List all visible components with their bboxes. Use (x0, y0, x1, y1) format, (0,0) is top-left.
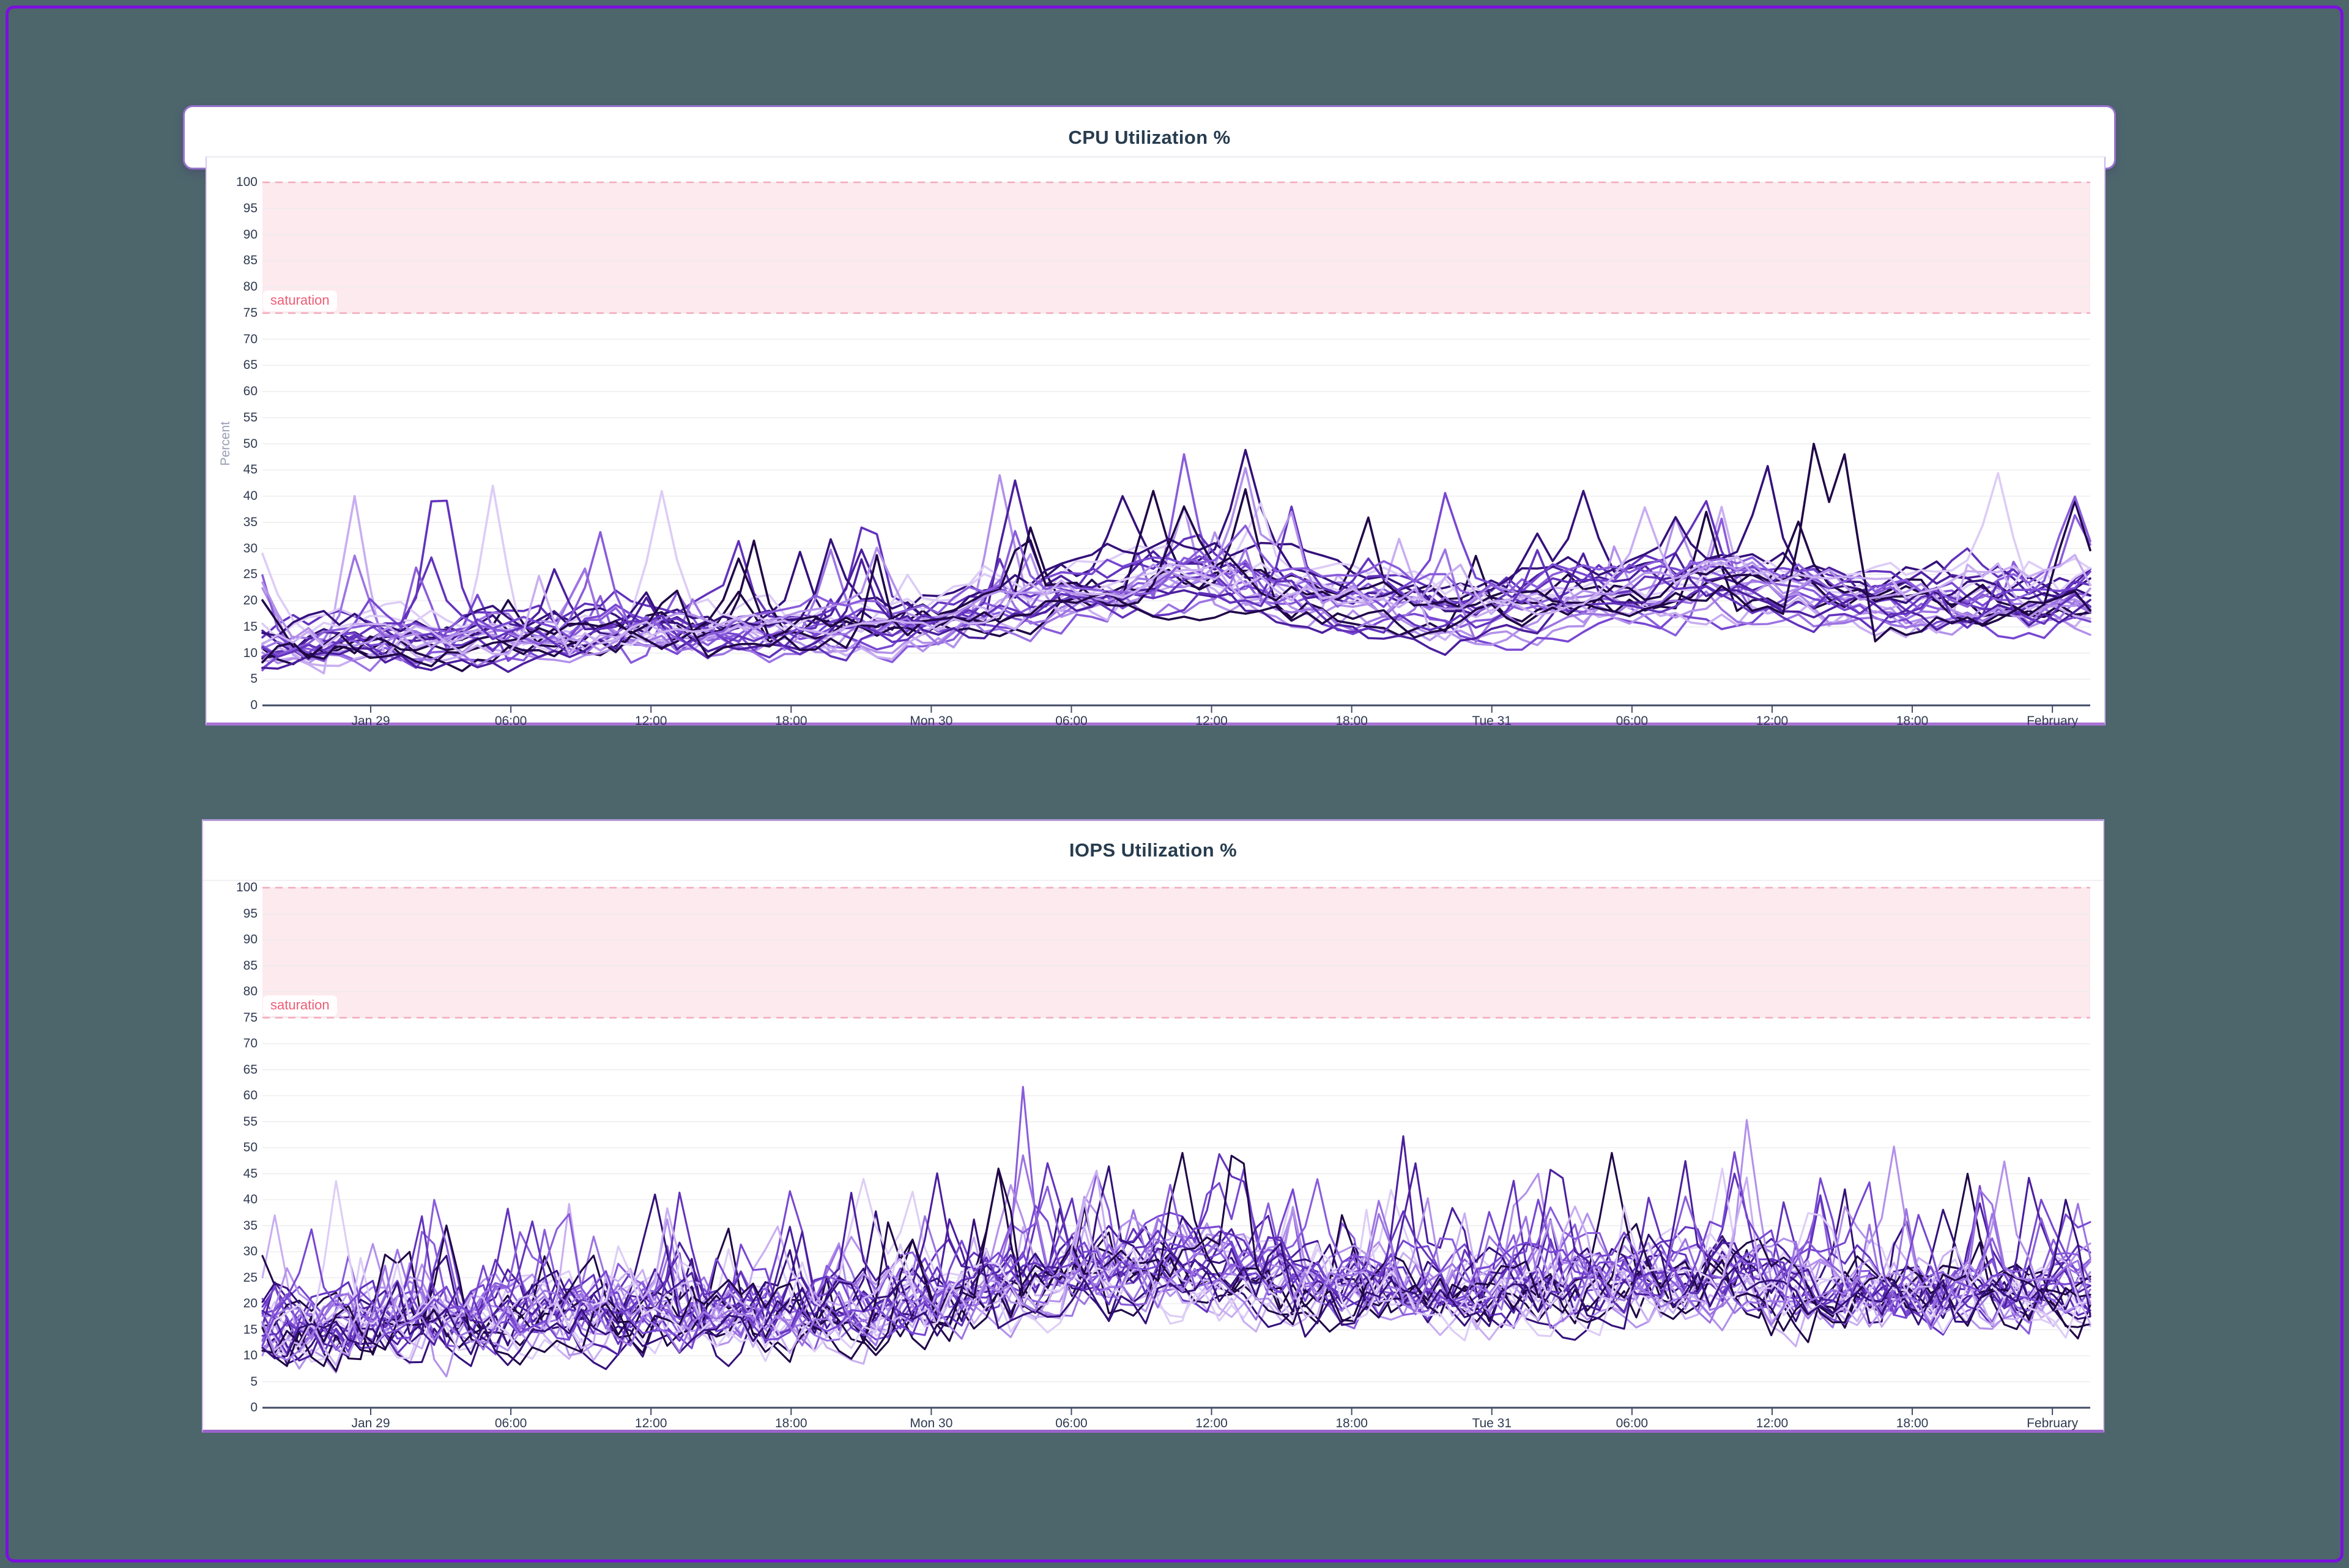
y-tick-label: 20 (243, 593, 258, 608)
iops-panel-title-bar: IOPS Utilization % (203, 821, 2103, 881)
x-tick-label: 18:00 (1335, 714, 1368, 728)
x-tick-label: 12:00 (634, 714, 667, 728)
y-tick-label: 85 (243, 958, 258, 973)
x-tick-label: 06:00 (1055, 714, 1088, 728)
cpu-plot-area[interactable] (261, 181, 2091, 713)
iops-chart-card: IOPS Utilization % 0 5 10 15 20 25 30 35 40 45 50 5… (202, 819, 2104, 1433)
y-tick-label: 65 (243, 358, 258, 373)
y-tick-label: 5 (250, 672, 258, 686)
cpu-chart-title: CPU Utilization % (1068, 126, 1231, 148)
cpu-x-axis-labels: Jan 29 06:00 12:00 18:00 Mon 30 06:00 12:00 18:… (262, 710, 2090, 731)
x-tick-label: 12:00 (1756, 1416, 1789, 1430)
y-tick-label: 30 (243, 1244, 258, 1258)
y-tick-label: 100 (236, 175, 258, 189)
x-tick-label: 12:00 (1195, 1416, 1228, 1430)
y-tick-label: 80 (243, 280, 258, 294)
x-tick-label: February (2027, 1416, 2079, 1430)
y-tick-label: 50 (243, 436, 258, 451)
x-tick-label: Jan 29 (351, 714, 390, 728)
y-tick-label: 35 (243, 1218, 258, 1233)
cpu-chart-card: Percent 0 5 10 15 20 25 30 35 40 45 50 55 60 65 70 75 80… (206, 156, 2106, 728)
x-tick-label: Tue 31 (1472, 714, 1512, 728)
y-tick-label: 95 (243, 906, 258, 921)
cpu-y-axis-labels: 0 5 10 15 20 25 30 35 40 45 50 55 60 65 70 75 80 85 90 95 10… (207, 175, 258, 712)
iops-plot-area[interactable] (261, 886, 2091, 1415)
x-tick-label: 06:00 (494, 1416, 527, 1430)
y-tick-label: 60 (243, 1088, 258, 1102)
y-tick-label: 85 (243, 253, 258, 268)
x-tick-label: Mon 30 (910, 1416, 953, 1430)
y-tick-label: 40 (243, 1192, 258, 1206)
cpu-saturation-threshold-label: saturation (263, 291, 337, 311)
y-tick-label: 55 (243, 410, 258, 425)
x-tick-label: Jan 29 (351, 1416, 390, 1430)
y-tick-label: 60 (243, 384, 258, 398)
x-tick-label: 12:00 (1195, 714, 1228, 728)
y-tick-label: 80 (243, 984, 258, 998)
y-tick-label: 30 (243, 541, 258, 555)
y-tick-label: 55 (243, 1114, 258, 1129)
x-tick-label: 18:00 (1896, 1416, 1929, 1430)
x-tick-label: Tue 31 (1472, 1416, 1512, 1430)
x-tick-label: 06:00 (1616, 714, 1649, 728)
y-tick-label: 70 (243, 1036, 258, 1050)
y-tick-label: 0 (250, 1400, 258, 1414)
iops-chart-title: IOPS Utilization % (1069, 839, 1238, 861)
x-tick-label: 18:00 (1896, 714, 1929, 728)
x-tick-label: 12:00 (634, 1416, 667, 1430)
y-tick-label: 35 (243, 515, 258, 529)
y-tick-label: 10 (243, 1348, 258, 1362)
y-tick-label: 45 (243, 1166, 258, 1181)
x-tick-label: 18:00 (775, 1416, 807, 1430)
y-tick-label: 20 (243, 1296, 258, 1310)
y-tick-label: 65 (243, 1062, 258, 1077)
y-tick-label: 5 (250, 1374, 258, 1389)
y-tick-label: 10 (243, 645, 258, 660)
x-tick-label: 06:00 (1055, 1416, 1088, 1430)
iops-y-axis-labels: 0 5 10 15 20 25 30 35 40 45 50 55 60 65 70 75 80 85 90 95 10… (203, 880, 258, 1414)
y-tick-label: 15 (243, 619, 258, 634)
y-tick-label: 15 (243, 1322, 258, 1337)
y-tick-label: 45 (243, 463, 258, 477)
x-tick-label: February (2027, 714, 2079, 728)
y-tick-label: 90 (243, 227, 258, 242)
y-tick-label: 40 (243, 489, 258, 503)
y-tick-label: 0 (250, 698, 258, 712)
y-tick-label: 70 (243, 332, 258, 346)
y-tick-label: 75 (243, 305, 258, 320)
y-tick-label: 25 (243, 1270, 258, 1285)
x-tick-label: 18:00 (775, 714, 807, 728)
iops-saturation-threshold-label: saturation (263, 995, 337, 1016)
y-tick-label: 75 (243, 1010, 258, 1025)
iops-x-axis-labels: Jan 29 06:00 12:00 18:00 Mon 30 06:00 12:00 18:… (262, 1413, 2090, 1433)
x-tick-label: 06:00 (494, 714, 527, 728)
x-tick-label: 06:00 (1616, 1416, 1649, 1430)
x-tick-label: 18:00 (1335, 1416, 1368, 1430)
y-tick-label: 50 (243, 1140, 258, 1154)
y-tick-label: 95 (243, 201, 258, 215)
x-tick-label: 12:00 (1756, 714, 1789, 728)
x-tick-label: Mon 30 (910, 714, 953, 728)
y-tick-label: 90 (243, 932, 258, 946)
y-tick-label: 100 (236, 880, 258, 894)
y-tick-label: 25 (243, 567, 258, 582)
